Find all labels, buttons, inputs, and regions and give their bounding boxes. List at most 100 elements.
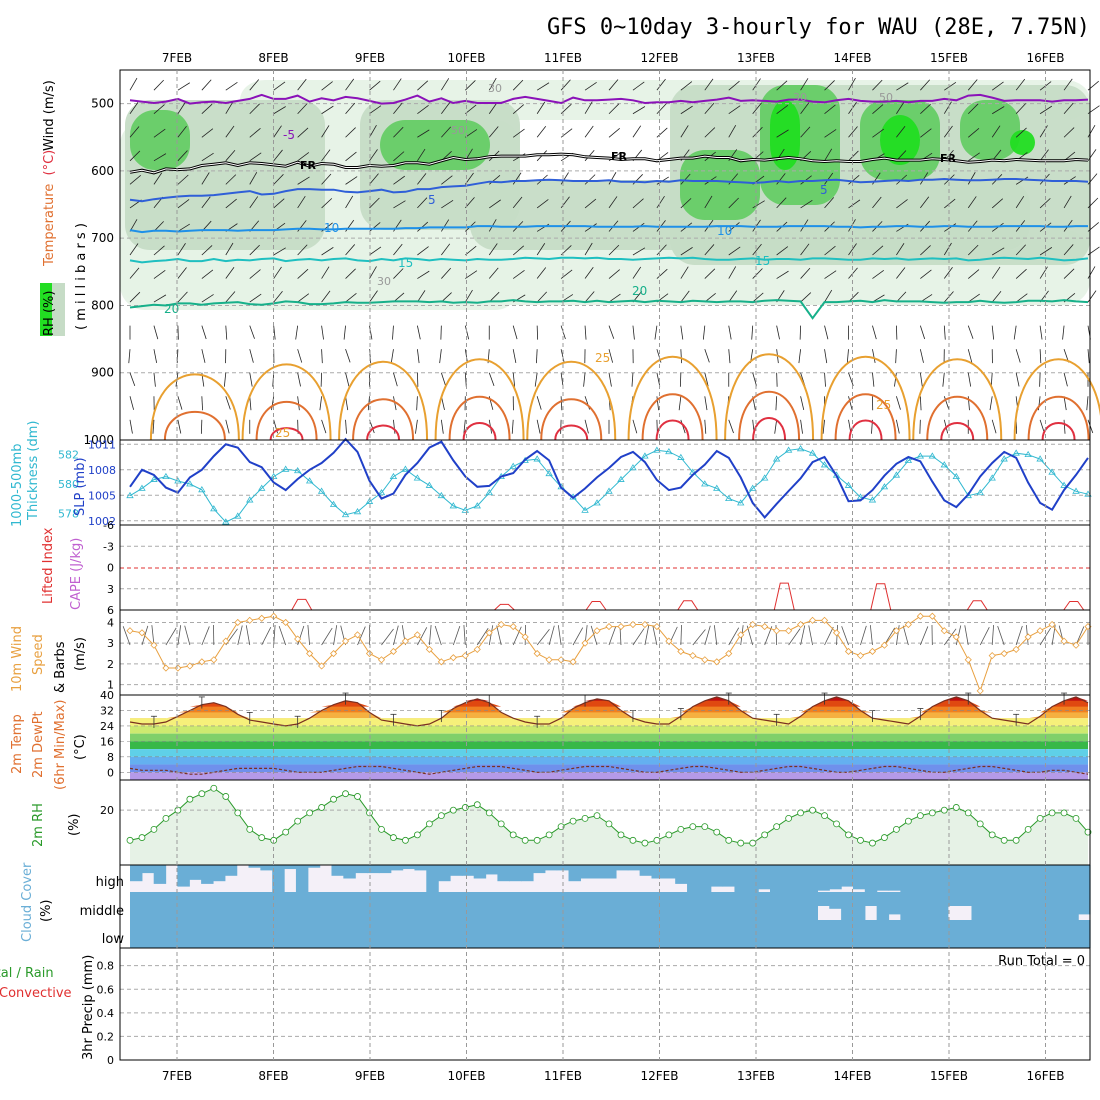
cloud-bar-low-32	[509, 920, 522, 948]
wind-barb	[608, 349, 614, 363]
warm-contour-4-2	[554, 424, 589, 441]
thickness-tick-582: 582	[58, 449, 79, 462]
wind-barb	[1015, 349, 1021, 363]
wind-barb	[846, 349, 849, 364]
thickness-point-19	[353, 508, 362, 515]
wind-barb	[465, 80, 476, 91]
date-label-top-1: 8FEB	[258, 51, 288, 65]
wind-barb	[273, 125, 282, 138]
wind-barb	[824, 197, 835, 209]
ylabel-lifted-index: Lifted Index	[41, 527, 56, 604]
wind-barb	[297, 152, 310, 162]
rh2m-point-76	[1036, 814, 1044, 822]
cloud-bar-low-2	[153, 920, 167, 948]
rh2m-point-23	[402, 836, 409, 844]
cloud-bar-mid-43	[639, 892, 653, 920]
wind-barb	[560, 396, 563, 411]
wind10m-point-34	[533, 649, 541, 658]
wind-barb	[680, 325, 684, 340]
temp-band-1	[130, 725, 1088, 734]
wind-barb	[417, 129, 430, 138]
wind10m-point-59	[832, 629, 841, 637]
cloud-bar-high-71	[971, 865, 984, 892]
cloud-bar-high-53	[758, 865, 771, 890]
rh2m-point-2	[150, 825, 158, 833]
temp2m-tick-0: 0	[107, 766, 114, 779]
rh2m-point-60	[845, 831, 852, 839]
wind10m-barb-60	[841, 626, 849, 646]
rh2m-point-71	[976, 820, 984, 828]
cloud-bar-high-33	[521, 865, 534, 882]
cloud-bar-mid-9	[236, 892, 250, 920]
wind10m-point-77	[1048, 620, 1056, 629]
rh2m-point-14	[294, 817, 302, 825]
wind-barb	[511, 419, 514, 434]
wind-barb	[321, 349, 323, 364]
wind-barb	[201, 103, 213, 115]
wind-barb	[822, 419, 825, 434]
cloud-bar-low-59	[829, 920, 842, 948]
wind10m-barb-58	[824, 626, 834, 646]
cloud-bar-low-23	[402, 920, 416, 948]
wind10m-point-72	[988, 652, 996, 660]
cloud-bar-low-0	[130, 920, 143, 948]
wind-barb	[536, 349, 538, 364]
cloud-bar-mid-8	[224, 892, 238, 920]
cloud-bar-high-14	[295, 865, 309, 892]
wind-barb	[321, 125, 330, 138]
wind-barb	[201, 269, 214, 279]
wind-barb	[1063, 419, 1066, 434]
cloud-bar-low-43	[639, 920, 653, 948]
cloud-bar-mid-73	[995, 892, 1008, 920]
thickness-point-67	[928, 452, 937, 459]
temp-band-5	[130, 756, 1088, 765]
cloud-bar-high-23	[402, 865, 416, 870]
wind-barb	[369, 266, 377, 279]
rh2m-point-32	[509, 831, 517, 839]
wind10m-point-6	[198, 658, 206, 666]
thickness-point-35	[545, 469, 553, 477]
thickness-point-27	[449, 502, 458, 509]
cloud-bar-mid-48	[698, 892, 712, 920]
thickness-point-4	[174, 477, 182, 484]
rh2m-point-70	[964, 809, 972, 817]
rh2m-point-4	[174, 806, 182, 814]
thickness-point-20	[365, 497, 374, 504]
cloud-bar-mid-63	[876, 892, 890, 920]
cloud-bar-low-69	[947, 920, 961, 948]
thickness-point-2	[150, 475, 158, 482]
wind-barb	[1039, 247, 1053, 256]
wind-barb	[848, 175, 860, 185]
contour-label-t20-1: 20	[164, 302, 179, 316]
cloud-bar-mid-46	[675, 892, 688, 920]
cloud-bar-high-8	[224, 865, 238, 876]
wind-barb	[177, 291, 188, 303]
wind-barb	[584, 325, 587, 340]
thickness-point-68	[940, 461, 949, 468]
cloud-bar-high-76	[1030, 865, 1044, 892]
cloud-bar-mid-64	[888, 892, 901, 915]
ylabel-temp2m: 2m Temp	[10, 714, 25, 774]
contour-label-t10-1: 10	[324, 221, 339, 235]
wind-barb	[345, 268, 356, 279]
cloud-bar-high-75	[1018, 865, 1032, 892]
thickness-point-9	[234, 512, 242, 519]
wind-barb	[369, 246, 382, 256]
wind-barb	[369, 124, 377, 138]
cloud-bar-low-57	[805, 920, 819, 948]
temp2m-panel: 40 32 24 16 8 0 2m Temp 2m DewPt (6hr Min/Max…	[10, 689, 1091, 790]
wind-barb	[369, 173, 379, 185]
wind-barb	[153, 104, 165, 115]
thickness-tick-578: 578	[58, 507, 79, 520]
wind-barb	[990, 372, 993, 387]
thickness-point-32	[509, 462, 517, 469]
cloud-bar-mid-17	[331, 892, 344, 920]
warm-contour-0-1	[163, 410, 226, 441]
wind-barb	[201, 196, 211, 209]
temp2m-series-line	[129, 696, 1089, 727]
wind-barb	[1015, 195, 1025, 209]
thickness-point-14	[293, 466, 302, 474]
wind-barb	[704, 244, 715, 256]
wind-barb	[153, 245, 165, 256]
rh2m-point-24	[413, 831, 421, 839]
